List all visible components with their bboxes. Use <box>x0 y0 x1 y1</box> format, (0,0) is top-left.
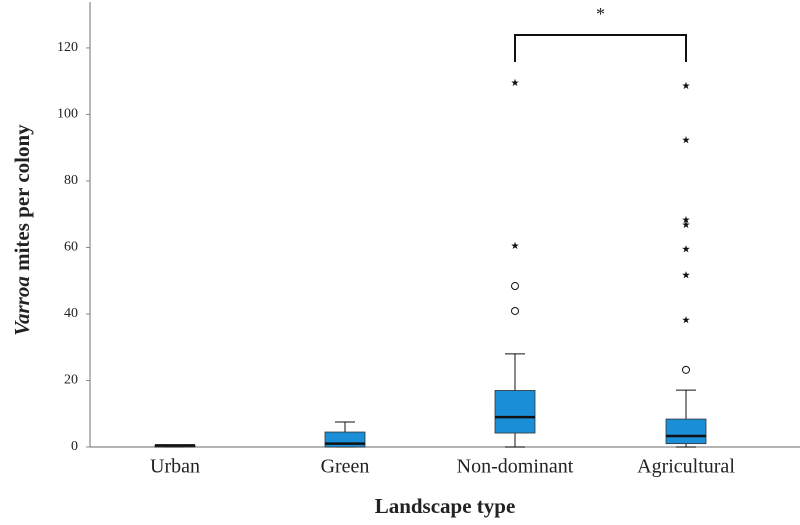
extreme-point <box>682 316 690 324</box>
x-tick-label: Non-dominant <box>457 456 574 478</box>
y-tick-label: 100 <box>57 107 78 122</box>
extreme-point <box>511 78 519 87</box>
x-tick-label: Green <box>321 456 370 478</box>
x-tick-label: Agricultural <box>637 456 735 478</box>
x-tick-label: Urban <box>150 456 200 478</box>
extreme-point <box>682 81 690 90</box>
y-tick-label: 20 <box>64 373 78 388</box>
y-axis-label: Varroa mites per colony <box>10 124 34 336</box>
y-axis-label-rest: mites per colony <box>10 124 34 271</box>
y-tick-label: 80 <box>64 173 78 188</box>
x-axis-label: Landscape type <box>375 494 516 518</box>
extreme-point <box>682 245 690 253</box>
extreme-point <box>682 136 690 144</box>
outlier-point <box>682 365 690 374</box>
extreme-point <box>511 241 519 249</box>
significance-bracket <box>514 34 687 62</box>
y-tick-label: 0 <box>71 439 78 454</box>
box <box>494 390 536 434</box>
extreme-point <box>682 220 690 229</box>
y-tick-label: 40 <box>64 306 78 321</box>
y-tick-label: 120 <box>57 40 78 55</box>
y-tick-label: 60 <box>64 240 78 255</box>
extreme-point <box>682 215 690 224</box>
outlier-point <box>511 306 519 315</box>
box <box>665 418 707 445</box>
significance-label: * <box>596 4 605 24</box>
extreme-point <box>682 271 690 279</box>
outlier-point <box>511 282 519 291</box>
y-axis-label-italic: Varroa <box>10 276 34 336</box>
